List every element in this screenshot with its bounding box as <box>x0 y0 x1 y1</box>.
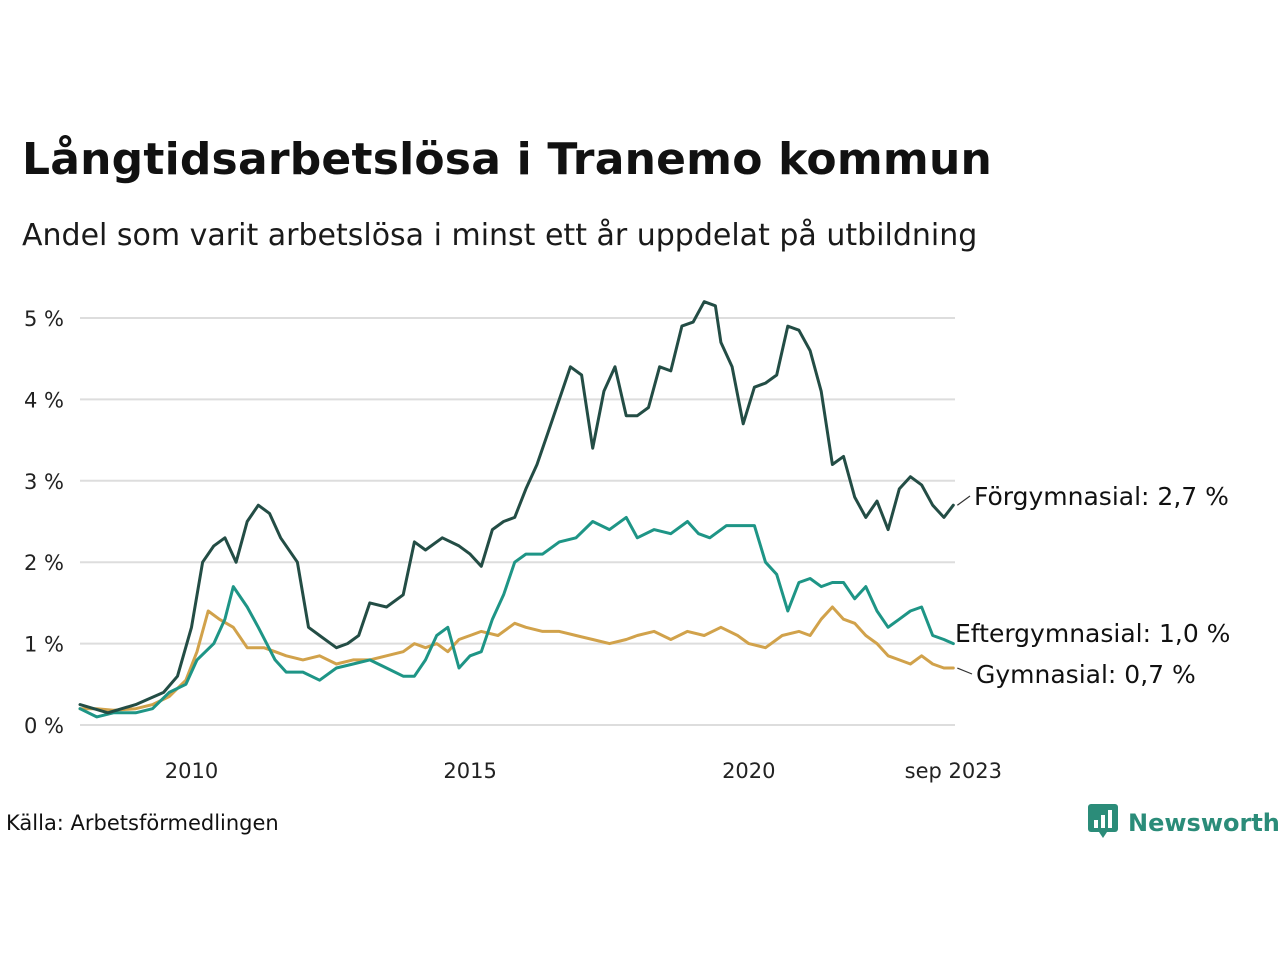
y-tick-label: 0 % <box>24 714 64 738</box>
series-label-gymnasial: Gymnasial: 0,7 % <box>976 660 1196 689</box>
series-line-eftergymnasial <box>78 515 955 719</box>
x-tick-label: sep 2023 <box>905 759 1002 783</box>
series-label-förgymnasial: Förgymnasial: 2,7 % <box>974 482 1229 511</box>
brand-logo: Newsworthy <box>1088 804 1280 842</box>
y-tick-label: 1 % <box>24 633 64 657</box>
y-axis-ticks: 0 % 1 % 2 % 3 % 4 % 5 % <box>24 307 64 738</box>
y-tick-label: 3 % <box>24 470 64 494</box>
series-lines <box>78 300 955 719</box>
chart-title: Långtidsarbetslösa i Tranemo kommun <box>22 134 992 185</box>
label-leader <box>957 667 973 675</box>
y-tick-label: 2 % <box>24 551 64 575</box>
x-tick-label: 2015 <box>443 759 496 783</box>
series-label-eftergymnasial: Eftergymnasial: 1,0 % <box>955 619 1230 648</box>
series-line-förgymnasial <box>78 300 955 715</box>
bar-chart-speech-icon <box>1088 804 1118 842</box>
series-end-labels: Förgymnasial: 2,7 % Eftergymnasial: 1,0 %… <box>955 482 1230 689</box>
brand-name: Newsworthy <box>1128 809 1280 837</box>
x-tick-label: 2020 <box>722 759 775 783</box>
series-line-gymnasial <box>78 605 955 712</box>
y-tick-label: 5 % <box>24 307 64 331</box>
gridlines <box>80 317 955 726</box>
label-leader <box>956 495 971 506</box>
chart-subtitle: Andel som varit arbetslösa i minst ett å… <box>22 218 978 253</box>
source-note: Källa: Arbetsförmedlingen <box>6 811 279 835</box>
y-tick-label: 4 % <box>24 388 64 412</box>
x-tick-label: 2010 <box>165 759 218 783</box>
x-axis-ticks: 2010 2015 2020 sep 2023 <box>165 759 1002 783</box>
